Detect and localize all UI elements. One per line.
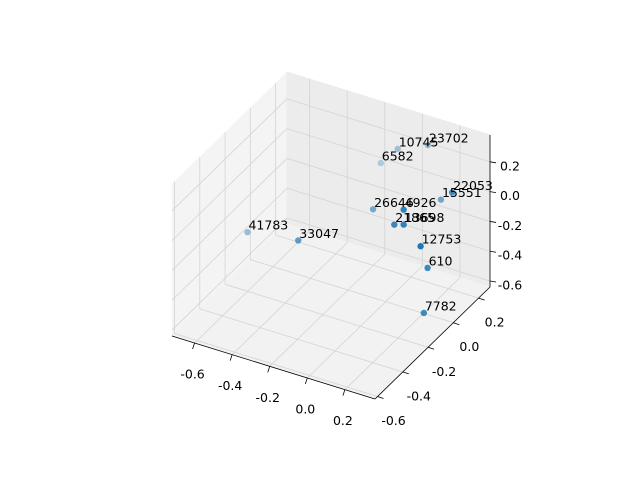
grid-line <box>194 230 310 344</box>
grid-line <box>231 242 348 355</box>
z-tick-label: -0.4 <box>498 248 522 263</box>
point <box>391 221 398 228</box>
point-label: 10745 <box>399 134 439 149</box>
point-label: 41783 <box>248 218 288 233</box>
point-label: 26646 <box>374 195 414 210</box>
grid-line <box>286 158 491 222</box>
grid-line <box>286 217 491 282</box>
grid-line <box>174 333 378 397</box>
axis-line <box>171 335 376 400</box>
point-label: 13698 <box>405 210 445 225</box>
tick-mark <box>489 250 497 253</box>
point-label: 33047 <box>299 226 339 241</box>
y-tick-label: 0.0 <box>459 339 479 354</box>
tick-mark <box>342 389 346 396</box>
point-label: 7782 <box>425 298 457 313</box>
z-tick-label: 0.0 <box>500 188 520 203</box>
point-label: 4926 <box>405 195 437 210</box>
grid-line <box>250 259 454 324</box>
point <box>369 206 377 213</box>
grid-line <box>286 128 491 193</box>
y-tick-label: -0.6 <box>381 413 405 428</box>
tick-mark <box>402 371 409 375</box>
point <box>417 243 424 250</box>
point <box>420 309 428 317</box>
tick-mark <box>489 161 497 164</box>
point <box>437 196 445 203</box>
grid-line <box>199 308 403 373</box>
grid-line <box>224 283 429 348</box>
point-label: 22053 <box>453 178 493 193</box>
grid-line <box>307 265 423 379</box>
grid-line <box>171 98 288 212</box>
point <box>295 237 302 244</box>
grid-line <box>286 98 491 163</box>
grid-line <box>171 187 288 301</box>
point-label: 23702 <box>429 131 469 146</box>
point <box>394 145 401 153</box>
tick-mark <box>267 366 271 373</box>
tick-mark <box>489 191 497 194</box>
tick-mark <box>304 377 308 385</box>
grid-line <box>275 234 479 299</box>
point <box>400 221 407 228</box>
z-tick-label: -0.2 <box>498 218 522 233</box>
point-label: 15551 <box>442 185 482 200</box>
point <box>448 189 456 196</box>
tick-mark <box>192 342 195 350</box>
point <box>244 228 251 236</box>
axis-line <box>374 286 491 400</box>
grid-line <box>171 128 288 241</box>
grid-line <box>269 254 386 367</box>
point <box>400 206 407 213</box>
x-tick-label: -0.2 <box>256 390 280 405</box>
point-label: 6582 <box>382 149 414 164</box>
x-tick-label: -0.6 <box>180 367 204 382</box>
y-tick-label: 0.2 <box>485 315 505 330</box>
grid-line <box>171 217 288 331</box>
point <box>424 142 432 149</box>
tick-mark <box>478 297 485 301</box>
point <box>424 264 431 272</box>
tick-mark <box>453 322 460 326</box>
grid-line <box>344 277 461 390</box>
point-label: 610 <box>429 253 453 268</box>
point <box>377 159 384 167</box>
point-label: 12753 <box>422 232 462 247</box>
tick-mark <box>229 354 233 361</box>
tick-mark <box>489 280 497 283</box>
grid-line <box>286 187 491 252</box>
tick-mark <box>377 396 384 399</box>
x-tick-label: -0.4 <box>218 378 242 393</box>
y-tick-label: -0.2 <box>432 364 456 379</box>
tick-mark <box>427 346 435 350</box>
z-tick-label: -0.6 <box>498 278 522 293</box>
x-tick-label: 0.2 <box>333 413 353 428</box>
y-tick-label: -0.4 <box>407 388 431 403</box>
grid-line <box>171 158 288 271</box>
x-tick-label: 0.0 <box>295 402 315 417</box>
point-label: 21865 <box>395 210 435 225</box>
z-tick-label: 0.2 <box>500 158 520 173</box>
tick-mark <box>489 221 497 223</box>
